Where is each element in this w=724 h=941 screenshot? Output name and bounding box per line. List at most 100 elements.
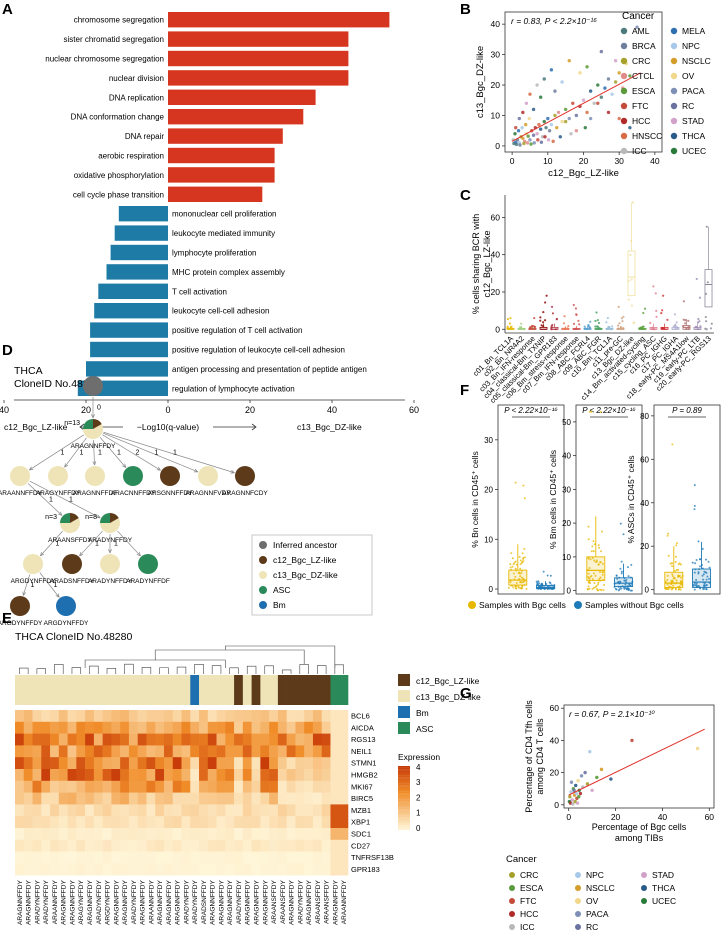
tree-legend-swatch [259, 601, 267, 609]
heatmap-cell [251, 710, 261, 723]
tree-edge-weight: 1 [117, 450, 121, 457]
tree-edge [103, 431, 235, 474]
heatmap-cell [269, 757, 279, 770]
heatmap-cell [163, 710, 174, 723]
heatmap-cell [76, 851, 86, 864]
heatmap-cell [120, 733, 130, 746]
x-axis-title: c12_Bgc_LZ-like [548, 168, 619, 179]
data-point [587, 525, 590, 528]
data-point [547, 128, 552, 133]
panel-g-scatter: 0 20 40 60 0 20 40 60 r = 0.67, P = 2.1×10⁻¹⁰ Per… [506, 700, 715, 932]
legend-swatch [620, 102, 628, 110]
y-tick-label: 40 [562, 452, 571, 461]
heatmap-column-label: ARAGNNFFDY [218, 880, 225, 925]
heatmap-column-label: ARAANNFFDY [52, 880, 59, 925]
up-bar-label: aerobic respiration [98, 152, 164, 161]
data-point [666, 583, 669, 586]
heatmap-cell [146, 816, 156, 829]
legend-label: HCC [632, 116, 650, 126]
p-value: P = 0.89 [672, 406, 702, 415]
heatmap-cell [207, 839, 217, 852]
heatmap-cell [339, 863, 349, 876]
heatmap-cell [50, 745, 60, 758]
heatmap-cell [251, 769, 261, 782]
data-point [588, 326, 592, 329]
data-point [577, 319, 580, 322]
heatmap-cell [137, 792, 147, 805]
heatmap-cell [137, 804, 147, 817]
heatmap-cell [93, 839, 103, 852]
data-point [660, 311, 663, 315]
data-point [519, 587, 522, 590]
heatmap-cell [234, 792, 244, 805]
data-point [591, 578, 594, 581]
y-tick-label: 10 [484, 535, 493, 544]
data-point [514, 142, 519, 147]
heatmap-cell [207, 792, 217, 805]
tree-edge [99, 437, 127, 468]
legend-swatch [670, 27, 678, 35]
heatmap-cell [207, 745, 217, 758]
legend-swatch [509, 911, 515, 917]
heatmap-column-label: ARAGNNFFDY [69, 880, 76, 925]
dendrogram-branch [334, 664, 344, 674]
heatmap-cell [339, 733, 349, 746]
data-point [599, 561, 602, 564]
x-tick-label: 0 [510, 156, 515, 166]
x-tick-label: 40 [658, 812, 668, 822]
heatmap-cell [50, 710, 60, 723]
heatmap-cell [15, 769, 25, 782]
heatmap-cell [172, 839, 182, 852]
tree-edge-weight: 1 [49, 497, 53, 504]
data-point [705, 587, 708, 590]
heatmap-cell [242, 757, 252, 770]
y-axis-title: % cells sharing BCR withc12_Bgc_LZ-like [471, 214, 492, 315]
data-point [702, 573, 705, 576]
box [692, 568, 711, 588]
heatmap-row-label: AICDA [351, 723, 374, 732]
heatmap-cell [155, 828, 165, 841]
heatmap-cell [76, 757, 86, 770]
heatmap-cell [128, 721, 138, 734]
up-bar [168, 128, 283, 144]
heatmap-cell [155, 721, 165, 734]
heatmap-cell [111, 733, 121, 746]
data-point [672, 577, 675, 580]
legend-swatch [670, 57, 678, 65]
heatmap-cell [216, 780, 226, 793]
heatmap-cell [295, 863, 305, 876]
heatmap-cell [330, 757, 340, 770]
data-point [589, 582, 592, 585]
heatmap-cell [216, 792, 226, 805]
data-point [594, 586, 597, 589]
data-point [538, 127, 543, 131]
heatmap-cell [181, 745, 191, 758]
heatmap-cell [15, 721, 25, 734]
heatmap-legend-swatch [398, 722, 410, 734]
data-point [556, 110, 561, 115]
heatmap-cell [76, 816, 86, 829]
data-point [525, 141, 530, 145]
heatmap-cell [260, 863, 270, 876]
data-point [514, 587, 517, 590]
heatmap-cell [207, 757, 217, 770]
data-point [518, 143, 522, 147]
data-point [579, 774, 584, 778]
clone-title-line1: THCA [14, 365, 43, 377]
data-point [536, 583, 539, 586]
heatmap-cell [330, 780, 340, 793]
correlation-annotation: r = 0.83, P < 2.2×10⁻¹⁶ [511, 16, 597, 26]
heatmap-cell [277, 780, 287, 793]
tree-legend-swatch [259, 541, 267, 549]
data-point [592, 540, 595, 543]
heatmap-cell [269, 769, 279, 782]
data-point [583, 325, 586, 328]
regression-line [568, 728, 705, 796]
data-point [572, 788, 576, 792]
data-point [596, 325, 599, 328]
heatmap-cell [207, 863, 217, 876]
heatmap-cell [15, 816, 25, 829]
data-point [571, 101, 575, 106]
